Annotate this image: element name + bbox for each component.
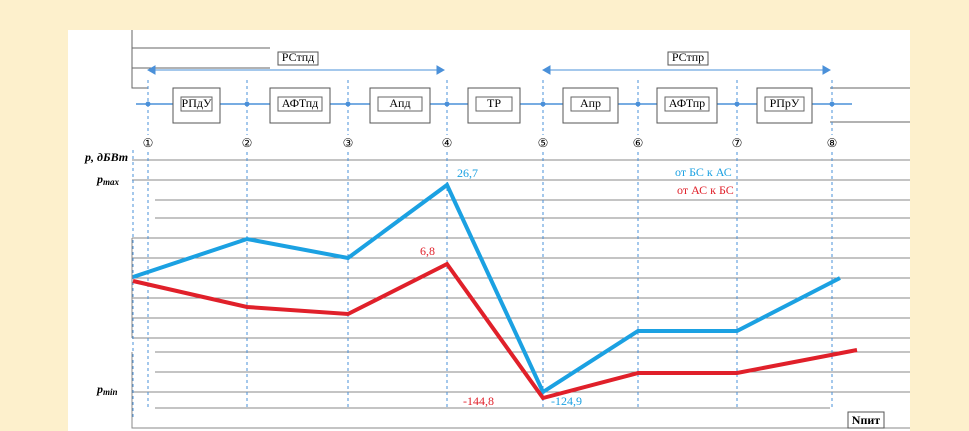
uplink-curve <box>132 261 858 401</box>
station-dot <box>345 101 351 107</box>
block-inner <box>180 96 213 112</box>
block-label: АФТпд <box>282 96 319 110</box>
point-label: 6,8 <box>420 244 435 258</box>
station-bg <box>630 135 646 151</box>
pmax-label: pmax <box>96 172 120 187</box>
block-inner <box>377 96 423 112</box>
block-inner <box>570 96 611 112</box>
grid <box>131 159 910 429</box>
point-label: 26,7 <box>457 166 478 180</box>
station-dot <box>540 101 546 107</box>
span-label: РСтпд <box>282 50 314 64</box>
block-inner <box>475 96 513 112</box>
station-bg <box>239 135 255 151</box>
legend-downlink: от БС к АС <box>675 165 732 179</box>
station-dot <box>145 101 151 107</box>
station-bg <box>439 135 455 151</box>
station-dot <box>444 101 450 107</box>
station-bg <box>729 135 745 151</box>
station-label: ⑧ <box>827 136 838 150</box>
point-label: -144,8 <box>463 394 494 408</box>
point-label: -124,9 <box>551 394 582 408</box>
block-label: ТР <box>487 96 501 110</box>
span-label: РСтпр <box>672 50 704 64</box>
station-bg <box>535 135 551 151</box>
block-label: Апд <box>389 96 410 110</box>
station-label: ④ <box>442 136 453 150</box>
station-dot <box>635 101 641 107</box>
span-box <box>277 51 319 66</box>
block-label: АФТпр <box>669 96 705 110</box>
span-box <box>667 51 709 66</box>
station-label: ⑦ <box>732 136 743 150</box>
block-label: РПдУ <box>182 96 212 110</box>
block-inner <box>277 96 323 112</box>
pmin-main: p <box>96 382 103 396</box>
station-label: ② <box>242 136 253 150</box>
pmin-label: pmin <box>96 382 118 397</box>
block-label: РПрУ <box>770 96 800 110</box>
block-inner <box>764 96 805 112</box>
pmin-sub: min <box>103 387 118 397</box>
stations: ① ② ③ ④ ⑤ ⑥ ⑦ ⑧ <box>140 80 840 410</box>
station-dot <box>829 101 835 107</box>
block-label: Апр <box>580 96 601 110</box>
blocks: РПдУ АФТпд Апд ТР Апр АФТпр РПрУ <box>172 87 813 124</box>
station-bg <box>340 135 356 151</box>
pmax-main: p <box>96 172 103 186</box>
y-axis-label: p, дБВт <box>84 150 128 164</box>
station-label: ③ <box>343 136 354 150</box>
station-label: ⑤ <box>538 136 549 150</box>
span-arrows <box>146 65 832 75</box>
pmax-sub: max <box>103 177 120 187</box>
x-axis-box <box>847 411 885 429</box>
station-dot <box>244 101 250 107</box>
downlink-curve <box>132 181 841 395</box>
block-inner <box>664 96 710 112</box>
station-bg <box>824 135 840 151</box>
x-axis-label: Nпит <box>852 413 880 427</box>
station-dot <box>734 101 740 107</box>
station-label: ① <box>143 136 154 150</box>
station-bg <box>140 135 156 151</box>
legend-uplink: от АС к БС <box>677 183 734 197</box>
station-label: ⑥ <box>633 136 644 150</box>
